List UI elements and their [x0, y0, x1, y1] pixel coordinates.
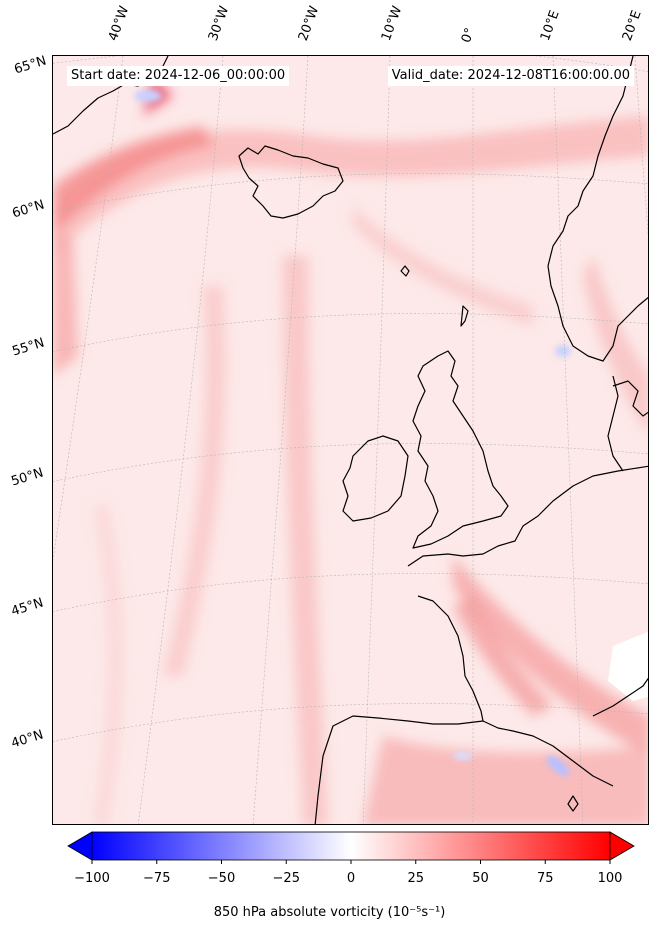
graticule: [53, 56, 648, 824]
lon-label-0: 0°: [458, 25, 479, 45]
lat-label-55n: 55°N: [10, 335, 47, 360]
lat-label-60n: 60°N: [10, 197, 47, 222]
coast-corsica: [567, 795, 579, 812]
lon-label-10e: 10°E: [537, 8, 563, 44]
valid-date-label: Valid_date: 2024-12-08T16:00:00.00: [387, 66, 634, 86]
colorbar-low-extension: [67, 831, 93, 861]
colorbar-tick-label: −50: [208, 871, 235, 886]
colorbar-tick-label: −100: [74, 871, 110, 886]
lon-label-20e: 20°E: [619, 8, 645, 44]
coast-iceland: [238, 145, 344, 219]
vorticity-field-map: [53, 56, 648, 824]
lon-label-10w: 10°W: [378, 4, 406, 43]
coast-sweden-east: [607, 375, 624, 472]
lat-label-40n: 40°N: [9, 727, 46, 752]
coast-shetland: [460, 305, 469, 327]
colorbar-title: 850 hPa absolute vorticity (10⁻⁵s⁻¹): [213, 905, 446, 920]
coast-mediterranean: [482, 720, 614, 787]
colorbar-tick-label: 25: [407, 871, 424, 886]
colorbar-ticks: −100 −75 −50 −25 0 25 50 75 100: [74, 860, 622, 886]
coast-biscay: [314, 595, 484, 824]
coast-france-iberia: [407, 465, 648, 567]
colorbar-tick-label: −25: [273, 871, 300, 886]
lat-label-45n: 45°N: [9, 595, 46, 620]
negative-vorticity-patches: [134, 90, 571, 777]
colorbar-gradient: [91, 831, 611, 861]
masked-terrain-area: [608, 631, 648, 701]
colorbar-tick-label: 0: [347, 871, 355, 886]
coast-great-britain: [412, 350, 509, 549]
lon-label-20w: 20°W: [295, 4, 323, 43]
lat-label-65n: 65°N: [12, 53, 49, 78]
vorticity-bands: [53, 76, 648, 824]
coast-ireland: [342, 435, 409, 522]
colorbar-tick-label: −75: [143, 871, 170, 886]
lat-label-50n: 50°N: [9, 465, 46, 490]
lon-label-40w: 40°W: [105, 4, 133, 43]
colorbar-tick-label: 100: [598, 871, 623, 886]
coast-norway: [552, 56, 634, 247]
start-date-label: Start date: 2024-12-06_00:00:00: [67, 66, 290, 86]
coast-denmark: [612, 380, 648, 417]
coast-faroe: [400, 265, 410, 277]
colorbar-tick-label: 75: [537, 871, 554, 886]
coast-norway-south: [547, 245, 648, 362]
map-panel: Start date: 2024-12-06_00:00:00 Valid_da…: [52, 55, 649, 825]
lon-label-30w: 30°W: [205, 4, 233, 43]
colorbar-high-extension: [609, 831, 635, 861]
coast-italy: [592, 677, 648, 717]
colorbar-tick-label: 50: [472, 871, 489, 886]
